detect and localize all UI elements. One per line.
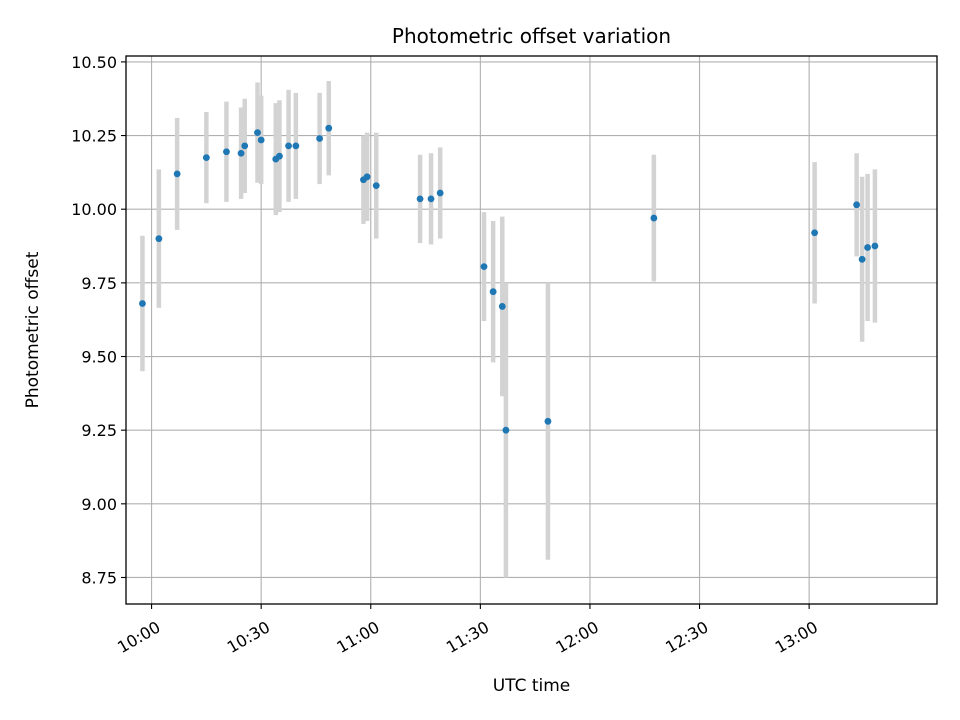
data-point	[237, 149, 245, 157]
data-points	[139, 124, 879, 434]
data-point	[871, 242, 879, 250]
data-point	[173, 170, 181, 178]
data-point	[416, 195, 424, 203]
data-point	[544, 417, 552, 425]
data-point	[155, 235, 163, 243]
x-axis-title: UTC time	[493, 676, 571, 696]
data-point	[139, 300, 146, 307]
data-point	[363, 173, 371, 181]
data-point	[650, 214, 658, 222]
data-point	[254, 129, 261, 137]
data-point	[864, 244, 871, 251]
data-point	[257, 136, 265, 144]
y-axis-title: Photometric offset	[23, 251, 43, 408]
y-tick-label: 10.25	[71, 127, 117, 146]
data-point	[325, 124, 333, 132]
data-point	[502, 426, 510, 434]
data-point	[202, 154, 210, 162]
y-tick-label: 9.50	[81, 348, 117, 367]
data-point	[292, 142, 300, 150]
y-tick-label: 10.00	[71, 200, 117, 219]
data-point	[489, 288, 497, 296]
data-point	[858, 255, 866, 263]
y-tick-label: 9.25	[81, 421, 117, 440]
data-point	[372, 182, 380, 190]
grid-lines	[126, 56, 937, 604]
data-point	[276, 152, 283, 160]
chart-title: Photometric offset variation	[392, 24, 671, 48]
data-point	[316, 135, 324, 142]
data-point	[436, 189, 444, 197]
data-point	[241, 142, 249, 150]
data-point	[427, 195, 435, 203]
y-axis-ticks: 8.75 9.00 9.25 9.50 9.75 10.00 10.25 10.50	[71, 53, 126, 587]
y-tick-label: 9.00	[81, 495, 117, 514]
y-tick-label: 10.50	[71, 53, 117, 72]
y-tick-label: 8.75	[81, 568, 117, 587]
y-tick-label: 9.75	[81, 274, 117, 293]
data-point	[811, 229, 819, 237]
data-point	[498, 303, 506, 310]
data-point	[480, 263, 488, 271]
plot-frame	[125, 55, 938, 605]
data-point	[223, 148, 230, 156]
data-point	[285, 142, 292, 150]
data-point	[853, 201, 861, 209]
